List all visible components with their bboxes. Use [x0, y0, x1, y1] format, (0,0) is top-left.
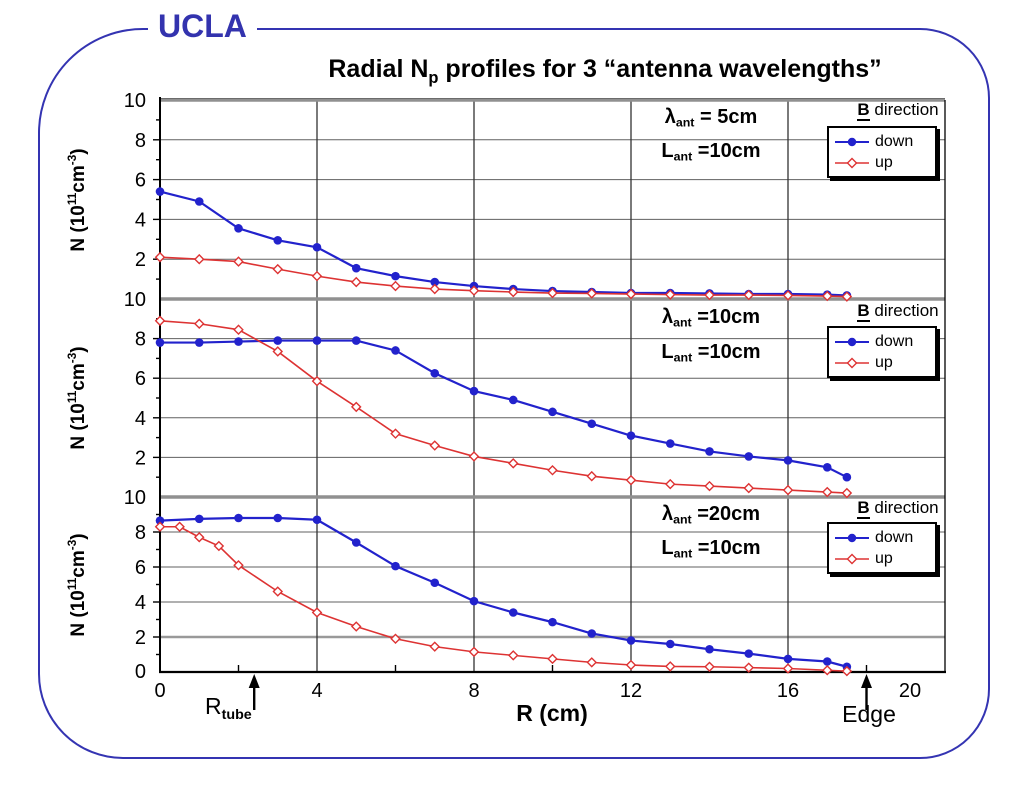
- svg-text:10: 10: [124, 487, 146, 509]
- svg-text:6: 6: [135, 557, 146, 579]
- svg-text:8: 8: [468, 680, 479, 702]
- legend-item-up: up: [829, 549, 935, 569]
- chart1-lambda-label: λant = 5cm: [664, 106, 758, 130]
- up-marker-icon: [835, 553, 869, 564]
- svg-text:4: 4: [135, 209, 146, 231]
- chart3-legend-header: B direction: [857, 498, 939, 519]
- svg-text:8: 8: [135, 329, 146, 351]
- svg-text:6: 6: [135, 368, 146, 390]
- chart1-length-label: Lant =10cm: [661, 140, 761, 164]
- svg-text:8: 8: [135, 522, 146, 544]
- legend-item-down: down: [829, 132, 935, 152]
- brand-logo: UCLA: [148, 8, 257, 45]
- axes: [153, 97, 946, 674]
- svg-text:4: 4: [135, 592, 146, 614]
- r-tube-label: Rtube: [205, 693, 252, 723]
- chart3-series: [154, 513, 853, 677]
- slide-frame: [38, 28, 990, 759]
- svg-text:10: 10: [124, 90, 146, 112]
- annotation-arrows: [248, 674, 872, 710]
- chart2-legend: down up: [827, 326, 937, 378]
- svg-text:2: 2: [135, 249, 146, 271]
- series-down: [159, 190, 847, 297]
- svg-text:20: 20: [899, 680, 921, 702]
- legend-item-up: up: [829, 353, 935, 373]
- svg-text:2: 2: [135, 447, 146, 469]
- x-axis-title: R (cm): [516, 700, 588, 726]
- title-subscript: p: [428, 68, 439, 87]
- svg-text:4: 4: [135, 408, 146, 430]
- svg-text:0: 0: [154, 680, 165, 702]
- chart3-legend: down up: [827, 522, 937, 574]
- down-marker-icon: [835, 337, 869, 346]
- page-title: Radial Np profiles for 3 “antenna wavele…: [255, 55, 955, 88]
- chart3-length-label: Lant =10cm: [661, 537, 761, 561]
- svg-text:16: 16: [777, 680, 799, 702]
- svg-text:6: 6: [135, 170, 146, 192]
- up-marker-icon: [835, 357, 869, 368]
- y-axis-title-3: N (1011cm-3): [66, 533, 89, 637]
- chart1-series: [154, 187, 853, 302]
- edge-label: Edge: [842, 701, 896, 727]
- chart2-legend-header: B direction: [857, 301, 939, 322]
- svg-text:8: 8: [135, 130, 146, 152]
- title-prefix: Radial N: [328, 55, 429, 83]
- y-axis-title-1: N (1011cm-3): [66, 148, 89, 252]
- up-marker-icon: [835, 157, 869, 168]
- chart2-lambda-label: λant =10cm: [661, 306, 761, 330]
- title-suffix: profiles for 3 “antenna wavelengths”: [438, 55, 882, 83]
- chart3-lambda-label: λant =20cm: [661, 503, 761, 527]
- down-marker-icon: [835, 137, 869, 146]
- gridlines: [160, 100, 945, 672]
- svg-text:0: 0: [135, 661, 146, 683]
- legend-item-down: down: [829, 528, 935, 548]
- arrow-up-icon: [248, 674, 260, 688]
- down-marker-icon: [835, 533, 869, 542]
- svg-text:10: 10: [124, 289, 146, 311]
- chart2-series: [154, 315, 853, 499]
- arrow-up-icon: [861, 674, 872, 688]
- legend-item-up: up: [829, 153, 935, 173]
- svg-text:4: 4: [311, 680, 322, 702]
- series-up: [159, 256, 847, 298]
- svg-text:12: 12: [620, 680, 642, 702]
- chart2-length-label: Lant =10cm: [661, 341, 761, 365]
- legend-item-down: down: [829, 332, 935, 352]
- svg-text:2: 2: [135, 627, 146, 649]
- chart1-legend-header: B direction: [857, 100, 939, 121]
- chart1-legend: down up: [827, 126, 937, 178]
